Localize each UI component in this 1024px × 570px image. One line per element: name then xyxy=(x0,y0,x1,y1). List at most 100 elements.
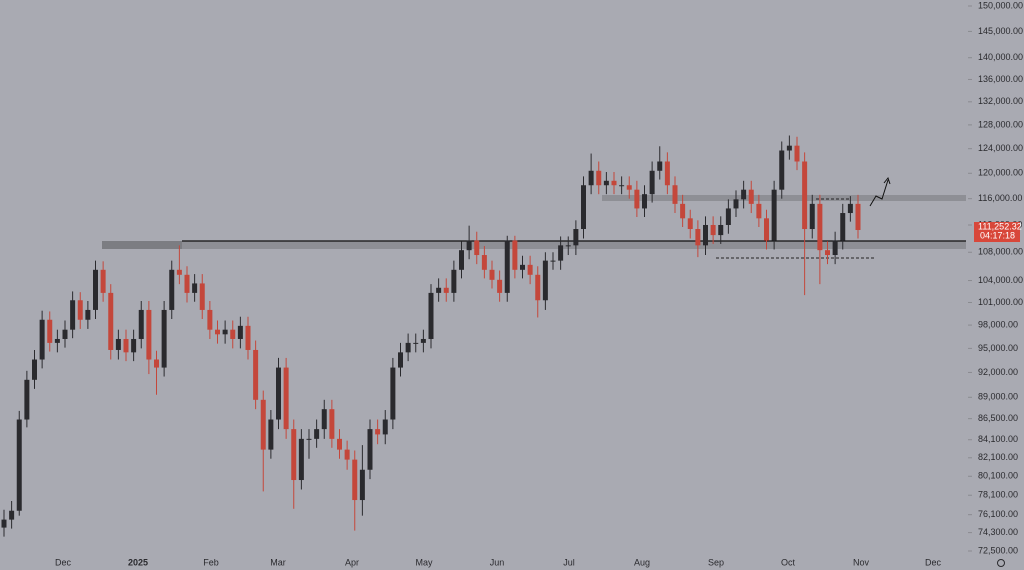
candle-body xyxy=(565,245,571,247)
candle-body xyxy=(176,269,182,275)
y-tick-label: 86,500.00 xyxy=(978,413,1018,423)
y-tick-label: 132,000.00 xyxy=(978,96,1023,106)
candle-body xyxy=(436,287,442,293)
candle-body xyxy=(390,367,396,420)
candle-body xyxy=(573,229,579,246)
y-tick-label: 84,100.00 xyxy=(978,434,1018,444)
candle-body xyxy=(535,274,541,301)
arrow xyxy=(869,176,891,207)
y-tick-label: 92,000.00 xyxy=(978,367,1018,377)
candle-body xyxy=(359,469,365,501)
candle-body xyxy=(626,185,632,190)
y-tick-label: 124,000.00 xyxy=(978,143,1023,153)
y-tick-label: 128,000.00 xyxy=(978,119,1023,129)
candle-body xyxy=(512,240,518,270)
y-tick-label: 150,000.00 xyxy=(978,0,1023,10)
candle-body xyxy=(230,329,236,339)
candle-body xyxy=(664,161,670,186)
candle-body xyxy=(428,292,434,339)
candle-body xyxy=(123,338,129,353)
candle-body xyxy=(558,245,564,261)
candle-body xyxy=(695,229,701,246)
candle-body xyxy=(93,269,98,310)
candle-body xyxy=(131,338,137,353)
candle-body xyxy=(443,287,449,293)
candle-body xyxy=(184,274,190,293)
last-price: 111,252.32 xyxy=(978,221,1022,231)
candle-body xyxy=(649,170,655,195)
candle-body xyxy=(459,250,464,270)
candle-body xyxy=(398,352,403,368)
candle-body xyxy=(47,319,53,343)
candle-body xyxy=(756,203,762,219)
settings-icon[interactable] xyxy=(997,559,1005,567)
support-zone xyxy=(102,241,966,249)
price-label: 111,252.32 04:17:18 xyxy=(974,221,1022,243)
candle-body xyxy=(847,203,853,214)
candle-body xyxy=(741,189,747,200)
x-tick-label: 2025 xyxy=(128,557,148,567)
y-tick-label: 76,100.00 xyxy=(978,509,1018,519)
y-tick-label: 108,000.00 xyxy=(978,247,1023,257)
candle-body xyxy=(634,189,640,209)
candle-body xyxy=(786,145,792,151)
x-tick-label: Apr xyxy=(345,557,359,567)
candle-body xyxy=(85,309,91,320)
candle-body xyxy=(367,429,373,470)
support-zone-left xyxy=(102,241,182,249)
candle-body xyxy=(161,309,167,368)
y-tick-label: 140,000.00 xyxy=(978,52,1023,62)
y-tick-label: 116,000.00 xyxy=(978,193,1022,203)
x-tick-label: Sep xyxy=(708,557,724,567)
countdown: 04:17:18 xyxy=(980,230,1015,240)
candle-body xyxy=(855,203,861,231)
candle-body xyxy=(718,224,724,236)
candle-body xyxy=(703,224,708,246)
candle-body xyxy=(779,150,785,190)
candle-body xyxy=(375,429,381,435)
candle-body xyxy=(748,189,754,204)
candle-body xyxy=(54,338,60,343)
candle-body xyxy=(520,264,525,270)
y-tick-label: 74,300.00 xyxy=(978,527,1018,537)
candle-body xyxy=(115,338,121,350)
candle-body xyxy=(413,342,419,344)
candle-body xyxy=(451,269,457,293)
candle-body xyxy=(24,379,30,420)
candle-body xyxy=(138,309,144,339)
x-tick-label: Feb xyxy=(203,557,219,567)
candle-body xyxy=(680,203,686,219)
candle-body xyxy=(283,367,289,430)
candle-body xyxy=(382,419,388,435)
time-axis: Dec 2025 Feb Mar Apr May Jun Jul Aug Sep Oct Nov Dec xyxy=(55,557,942,567)
candle-body xyxy=(672,185,678,204)
x-tick-label: Nov xyxy=(853,557,870,567)
candle-body xyxy=(794,145,800,162)
y-tick-label: 89,000.00 xyxy=(978,392,1018,402)
candle-body xyxy=(62,329,68,339)
candle-body xyxy=(687,218,693,230)
candle-body xyxy=(497,279,503,293)
y-tick-label: 101,000.00 xyxy=(978,297,1023,307)
candle-body xyxy=(611,180,617,186)
candle-body xyxy=(588,170,594,186)
y-tick-label: 82,100.00 xyxy=(978,452,1018,462)
candle-body xyxy=(405,342,411,353)
candle-body xyxy=(657,161,663,171)
candle-body xyxy=(192,283,198,293)
candle-body xyxy=(337,438,342,450)
candle-body xyxy=(237,325,243,339)
candle-body xyxy=(306,438,312,440)
candle-body xyxy=(100,269,106,293)
candle-body xyxy=(268,419,274,450)
candle-body xyxy=(725,208,731,225)
candle-body xyxy=(550,260,556,262)
y-tick-label: 95,000.00 xyxy=(978,343,1018,353)
candle-body xyxy=(253,349,259,400)
candle-body xyxy=(222,329,228,335)
candle-body xyxy=(642,194,647,209)
y-tick-label: 78,100.00 xyxy=(978,490,1018,500)
y-tick-label: 72,500.00 xyxy=(978,545,1018,555)
